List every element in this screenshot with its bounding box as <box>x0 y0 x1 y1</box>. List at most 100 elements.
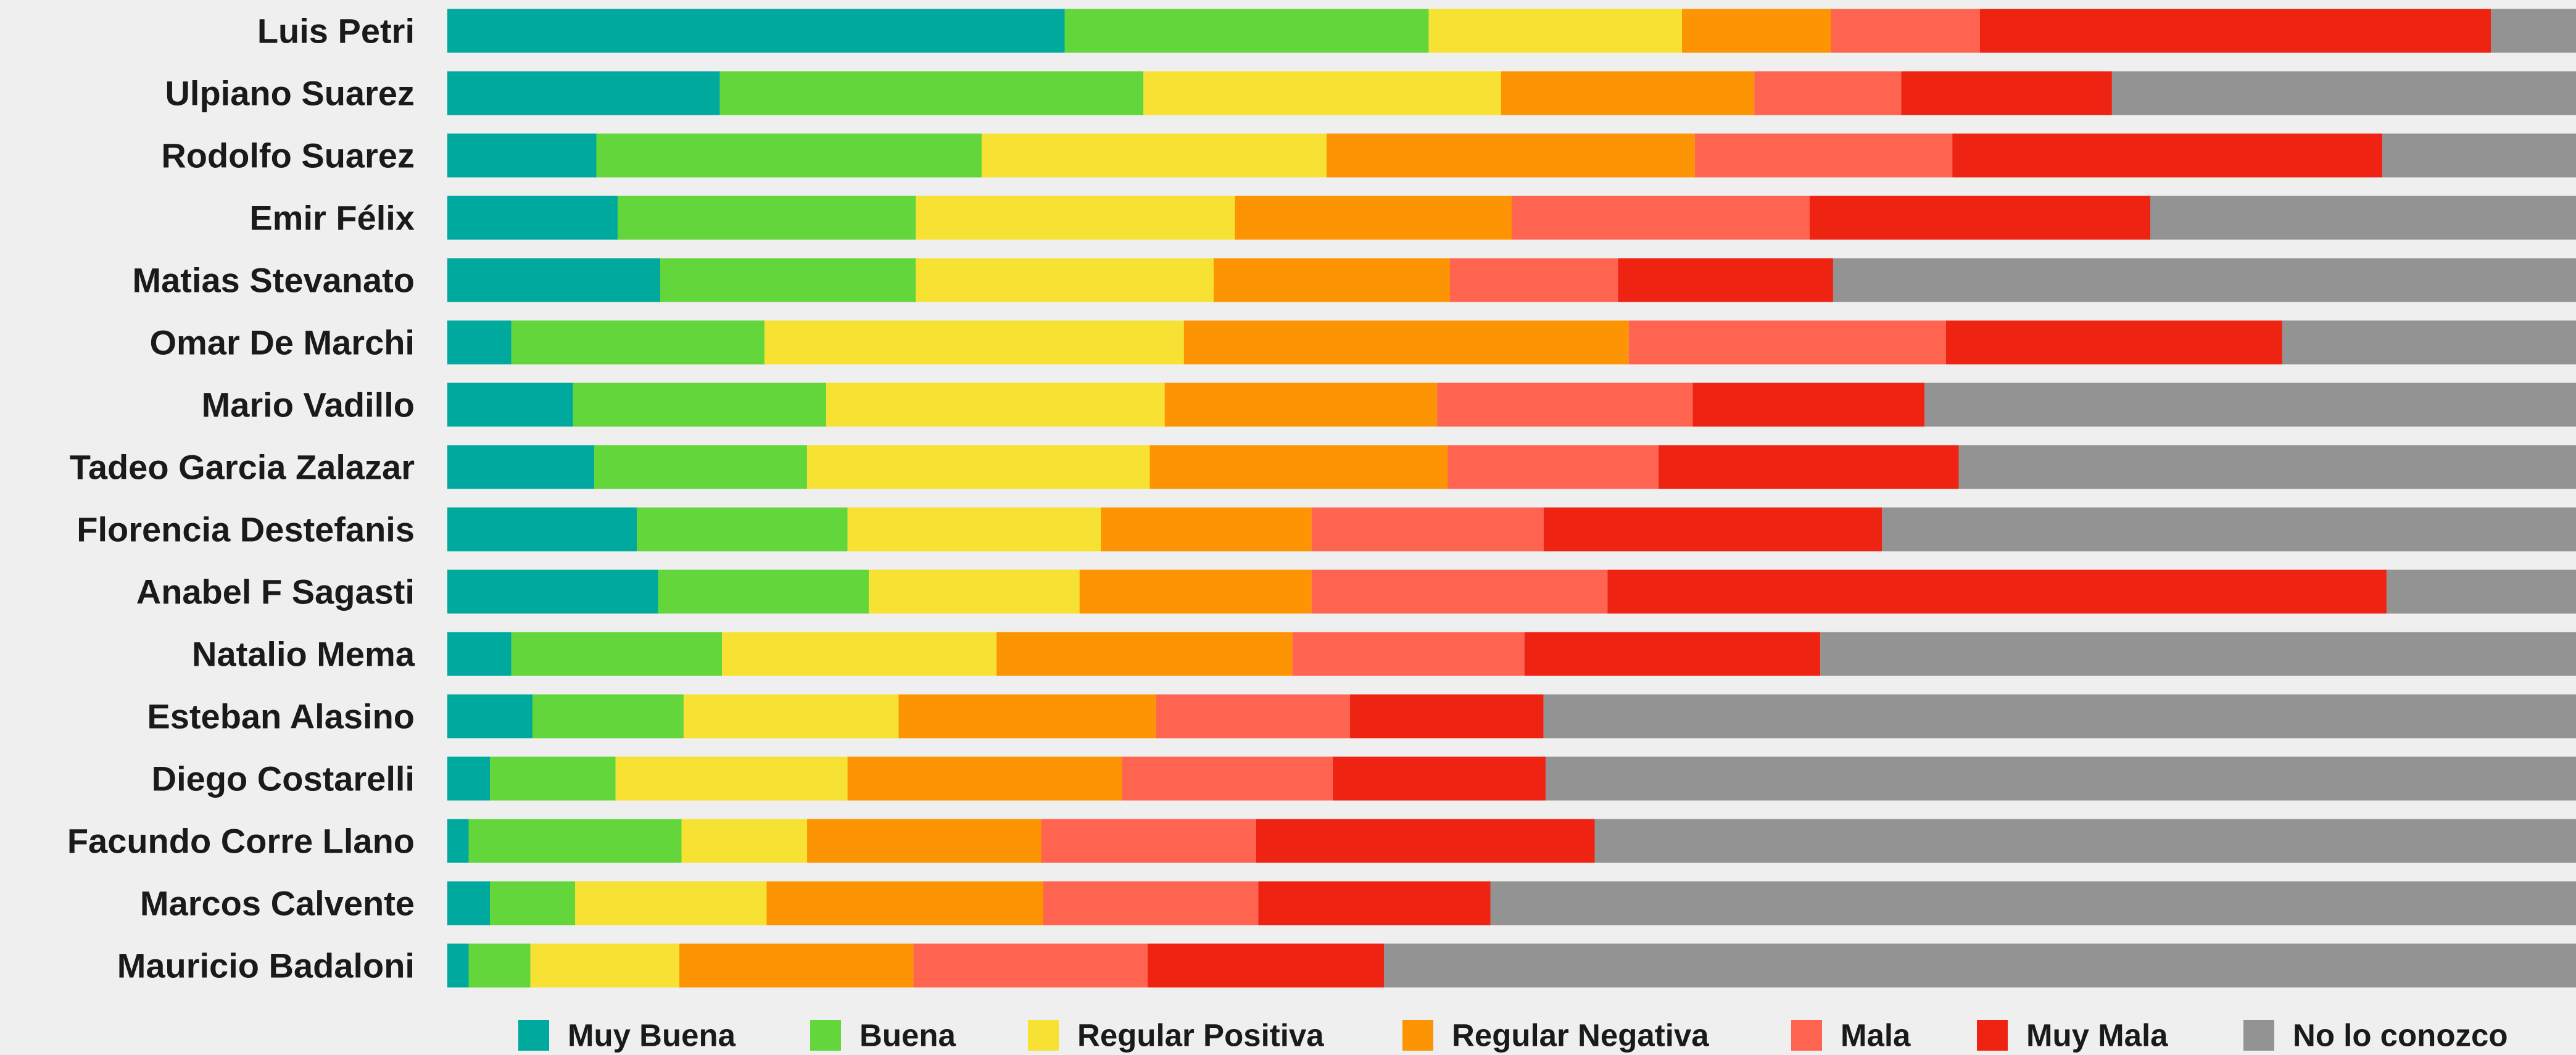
legend-label-regular-negativa: Regular Negativa <box>1452 1018 1709 1053</box>
bar-mario-vadillo-no-lo-conozco <box>1924 383 2576 427</box>
bar-marcos-calvente-muy-mala <box>1258 881 1491 925</box>
legend-swatch-regular-positiva <box>1028 1020 1059 1051</box>
bar-anabel-f-sagasti-mala <box>1311 569 1608 614</box>
bar-rodolfo-suarez-regular-positiva <box>981 133 1327 178</box>
bar-facundo-corre-llano-no-lo-conozco <box>1594 819 2576 863</box>
bar-marcos-calvente-buena <box>490 881 575 925</box>
legend-label-muy-mala: Muy Mala <box>2026 1018 2168 1053</box>
bar-tadeo-garcia-zalazar-muy-buena <box>447 445 595 489</box>
bar-natalio-mema-no-lo-conozco <box>1820 632 2576 676</box>
category-label-emir-felix: Emir Félix <box>249 199 415 238</box>
category-label-ulpiano-suarez: Ulpiano Suarez <box>165 74 415 113</box>
bar-diego-costarelli-buena <box>490 756 616 801</box>
bar-luis-petri-mala <box>1831 9 1980 53</box>
category-label-omar-de-marchi: Omar De Marchi <box>150 323 415 362</box>
bar-omar-de-marchi-muy-mala <box>1945 320 2282 365</box>
bar-omar-de-marchi-no-lo-conozco <box>2282 320 2576 365</box>
bar-rodolfo-suarez-buena <box>596 133 982 178</box>
bar-facundo-corre-llano-mala <box>1041 819 1256 863</box>
category-label-facundo-corre-llano: Facundo Corre Llano <box>67 822 415 861</box>
legend-swatch-no-lo-conozco <box>2243 1020 2274 1051</box>
bar-mario-vadillo-muy-buena <box>447 383 573 427</box>
bar-omar-de-marchi-buena <box>511 320 765 365</box>
bar-ulpiano-suarez-mala <box>1754 71 1902 115</box>
bar-matias-stevanato-no-lo-conozco <box>1833 258 2576 302</box>
bar-marcos-calvente-mala <box>1043 881 1259 925</box>
bar-omar-de-marchi-regular-positiva <box>764 320 1184 365</box>
bar-facundo-corre-llano-muy-mala <box>1256 819 1595 863</box>
legend-item-regular-negativa: Regular Negativa <box>1402 1018 1709 1053</box>
legend-swatch-muy-buena <box>518 1020 549 1051</box>
bar-luis-petri-regular-positiva <box>1428 9 1682 53</box>
bar-ulpiano-suarez-regular-negativa <box>1501 71 1755 115</box>
bar-natalio-mema-muy-buena <box>447 632 511 676</box>
category-label-luis-petri: Luis Petri <box>257 12 415 51</box>
category-label-anabel-f-sagasti: Anabel F Sagasti <box>136 573 415 611</box>
bar-anabel-f-sagasti-muy-mala <box>1607 569 2387 614</box>
bar-esteban-alasino-regular-positiva <box>683 694 899 738</box>
bar-rodolfo-suarez-mala <box>1694 133 1953 178</box>
category-label-mauricio-badaloni: Mauricio Badaloni <box>117 946 415 985</box>
bar-florencia-destefanis-mala <box>1311 507 1544 552</box>
bar-omar-de-marchi-muy-buena <box>447 320 511 365</box>
bar-diego-costarelli-mala <box>1122 756 1333 801</box>
bar-ulpiano-suarez-no-lo-conozco <box>2111 71 2576 115</box>
legend-item-muy-buena: Muy Buena <box>518 1018 736 1053</box>
category-label-matias-stevanato: Matias Stevanato <box>133 261 415 300</box>
bar-tadeo-garcia-zalazar-regular-positiva <box>807 445 1150 489</box>
bar-mario-vadillo-muy-mala <box>1692 383 1925 427</box>
bar-mauricio-badaloni-no-lo-conozco <box>1384 943 2576 988</box>
bar-marcos-calvente-muy-buena <box>447 881 490 925</box>
legend-item-mala: Mala <box>1791 1018 1911 1053</box>
category-label-tadeo-garcia-zalazar: Tadeo Garcia Zalazar <box>70 448 415 487</box>
bar-marcos-calvente-regular-negativa <box>766 881 1043 925</box>
legend-item-muy-mala: Muy Mala <box>1977 1018 2168 1053</box>
bar-rodolfo-suarez-regular-negativa <box>1326 133 1695 178</box>
bar-ulpiano-suarez-buena <box>719 71 1144 115</box>
category-label-diego-costarelli: Diego Costarelli <box>152 759 415 798</box>
category-label-florencia-destefanis: Florencia Destefanis <box>77 510 415 549</box>
bar-rodolfo-suarez-muy-mala <box>1952 133 2383 178</box>
legend-item-no-lo-conozco: No lo conozco <box>2243 1018 2508 1053</box>
bar-ulpiano-suarez-regular-positiva <box>1143 71 1501 115</box>
bar-facundo-corre-llano-muy-buena <box>447 819 469 863</box>
bar-matias-stevanato-regular-positiva <box>916 258 1214 302</box>
legend-swatch-regular-negativa <box>1402 1020 1433 1051</box>
bar-tadeo-garcia-zalazar-regular-negativa <box>1149 445 1448 489</box>
bar-florencia-destefanis-muy-mala <box>1543 507 1882 552</box>
bar-emir-felix-muy-buena <box>447 196 618 240</box>
bar-emir-felix-regular-negativa <box>1235 196 1512 240</box>
bar-mauricio-badaloni-mala <box>913 943 1148 988</box>
bar-anabel-f-sagasti-muy-buena <box>447 569 658 614</box>
bar-diego-costarelli-regular-negativa <box>847 756 1122 801</box>
bar-tadeo-garcia-zalazar-buena <box>594 445 808 489</box>
bar-florencia-destefanis-buena <box>637 507 848 552</box>
bar-marcos-calvente-regular-positiva <box>575 881 767 925</box>
bar-natalio-mema-regular-positiva <box>722 632 997 676</box>
category-label-mario-vadillo: Mario Vadillo <box>202 386 415 424</box>
bar-mauricio-badaloni-muy-buena <box>447 943 469 988</box>
bar-luis-petri-muy-buena <box>447 9 1065 53</box>
bar-emir-felix-mala <box>1512 196 1810 240</box>
bar-diego-costarelli-muy-buena <box>447 756 490 801</box>
category-label-marcos-calvente: Marcos Calvente <box>140 884 415 923</box>
bar-mauricio-badaloni-regular-negativa <box>679 943 914 988</box>
legend-label-buena: Buena <box>859 1018 956 1053</box>
bar-mario-vadillo-regular-negativa <box>1164 383 1438 427</box>
bar-area <box>447 9 2576 988</box>
category-label-rodolfo-suarez: Rodolfo Suarez <box>161 136 415 175</box>
bar-luis-petri-muy-mala <box>1980 9 2491 53</box>
category-labels: Luis Petri Ulpiano Suarez Rodolfo Suarez Em… <box>67 12 415 985</box>
bar-esteban-alasino-regular-negativa <box>898 694 1156 738</box>
bar-luis-petri-regular-negativa <box>1682 9 1831 53</box>
category-label-esteban-alasino: Esteban Alasino <box>147 697 415 736</box>
bar-mauricio-badaloni-regular-positiva <box>530 943 680 988</box>
bar-matias-stevanato-mala <box>1449 258 1618 302</box>
legend-swatch-muy-mala <box>1977 1020 2008 1051</box>
bar-diego-costarelli-muy-mala <box>1333 756 1546 801</box>
bar-florencia-destefanis-muy-buena <box>447 507 637 552</box>
bar-anabel-f-sagasti-regular-negativa <box>1079 569 1312 614</box>
bar-esteban-alasino-muy-mala <box>1349 694 1544 738</box>
bar-emir-felix-regular-positiva <box>916 196 1235 240</box>
